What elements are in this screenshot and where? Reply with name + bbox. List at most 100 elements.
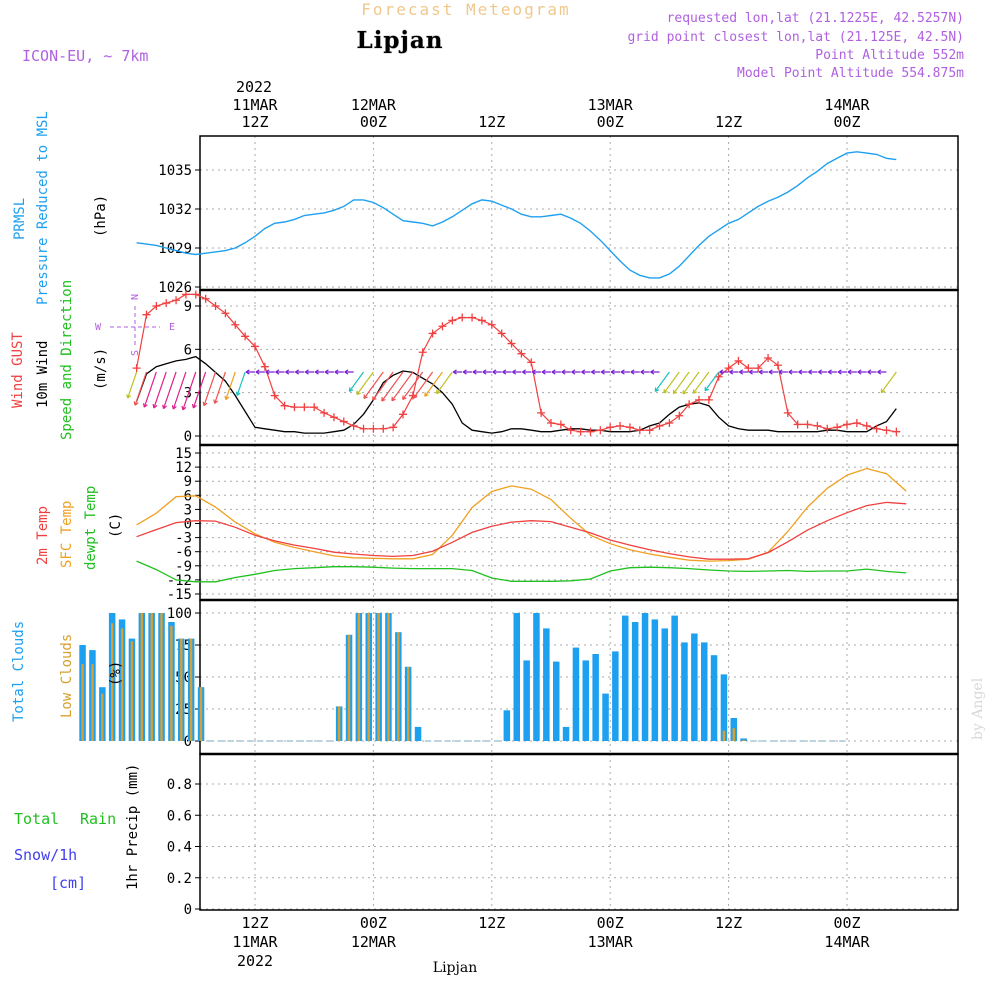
wind-direction-arrow [492,369,502,375]
bottom-hour-label: 00Z [833,914,860,932]
wind-gust-marker [399,410,407,419]
wind-gust-marker [576,427,585,436]
wind-ytick-label: 9 [184,299,192,315]
wind-direction-arrow [682,371,700,395]
wind-direction-arrow [630,369,640,375]
wind-panel: 0 3 6 9 [184,289,959,446]
wind-gust-marker [724,364,733,373]
product-title: Forecast Meteogram [361,0,570,19]
bottom-hour-label: 00Z [597,914,624,932]
wind-direction-arrow [808,369,818,375]
temp-panel-labels: 2m Temp SFC Temp dewpt Temp (C) [35,486,124,570]
temp-ytick-label: 3 [184,502,192,518]
wind-direction-arrow [654,371,670,392]
cloud-panel-labels: Total Clouds Low Clouds (%) [11,621,124,722]
wind-gust-marker [596,426,605,435]
wind-ytick-label: 0 [184,429,192,445]
wind-gust-marker [162,299,171,308]
total-cloud-bar [720,674,728,741]
wind-gust-marker [773,361,782,370]
total-cloud-bar [661,628,668,741]
low-cloud-bar [189,638,193,741]
wind-gust-marker [379,424,388,433]
wind-direction-arrow [356,371,374,396]
wind-gust-marker [665,419,674,427]
gridpoint-coords: grid point closest lon,lat (21.125E, 42.… [627,30,964,45]
wind-10m-line [135,355,897,434]
pressure-frame [199,135,959,291]
total-cloud-bar [562,726,570,741]
wind-gust-marker [172,296,181,305]
pressure-ytick-label: 1035 [158,163,192,179]
temp-label-dewpt: dewpt Temp [83,486,99,570]
wind-direction-arrow [472,369,482,375]
bottom-date-label: 13MAR [588,933,634,951]
precip-label-cm: [cm] [50,874,86,892]
wind-direction-arrow [255,369,265,375]
wind-direction-arrow [581,369,591,375]
wind-gust-marker [616,421,625,430]
wind-direction-arrow [827,369,838,375]
temp-label-unit: (C) [108,513,124,538]
wind-direction-arrow [334,369,344,375]
cloud-label-unit: (%) [108,661,124,686]
wind-direction-arrow [857,369,867,375]
wind-direction-arrow [512,369,522,375]
wind-gust-marker [320,408,329,417]
wind-direction-arrow [610,369,621,375]
wind-gust-marker [556,420,565,429]
wind-gust-marker [843,420,851,429]
wind-direction-arrow [817,369,828,375]
temp-2m-line [136,501,907,560]
wind-gust-marker [537,408,546,417]
low-cloud-bar [130,641,134,741]
wind-direction-arrow [133,371,148,406]
wind-direction-arrow [275,369,285,375]
top-hour-label: 12Z [478,113,505,131]
wind-label-gust: Wind GUST [10,332,26,408]
low-cloud-bar [732,728,735,741]
pressure-label-prmsl: PRMSL [12,198,28,240]
wind-direction-arrow [521,369,532,375]
wind-gust-marker [152,302,161,310]
wind-gust-marker [892,427,901,436]
low-cloud-bar [111,623,114,741]
wind-direction-arrow [202,371,217,407]
wind-gust-marker [300,403,309,412]
wind-direction-arrow [502,369,512,375]
pressure-ytick-label: 1032 [158,202,192,218]
wind-direction-arrow [304,369,315,375]
top-date-label: 14MAR [824,96,870,114]
total-cloud-bar [710,655,718,741]
model-label: ICON-EU, ~ 7km [22,47,148,65]
model-altitude: Model Point Altitude 554.875m [737,66,964,81]
prmsl-line [136,151,897,279]
wind-gust-marker [606,423,615,432]
low-cloud-bar [199,687,203,741]
wind-gust-marker [458,313,467,322]
pressure-panel-labels: PRMSL Pressure Reduced to MSL (hPa) [12,111,109,305]
wind-gust-marker [280,401,289,410]
wind-direction-arrow [877,369,887,375]
wind-direction-arrow [640,369,650,375]
precip-ytick-label: 0.6 [167,808,192,824]
top-date-label: 11MAR [232,96,278,114]
wind-direction-arrow [729,369,739,375]
wind-direction-arrow [551,369,561,375]
top-hour-label: 12Z [715,113,742,131]
wind-gust-marker [369,424,378,433]
total-cloud-bar [572,647,580,741]
wind-gust-marker [251,342,259,351]
wind-gust-marker [803,420,812,429]
clouds-panel: 0255075100 [167,599,959,755]
top-year-label: 2022 [236,78,272,96]
precip-ytick-label: 0.8 [167,777,192,793]
sfc-temp-line [136,467,907,562]
top-hour-label: 00Z [360,113,387,131]
wind-direction-arrow [620,369,630,375]
wind-direction-arrow [672,371,690,395]
wind-direction-arrow [171,371,187,410]
